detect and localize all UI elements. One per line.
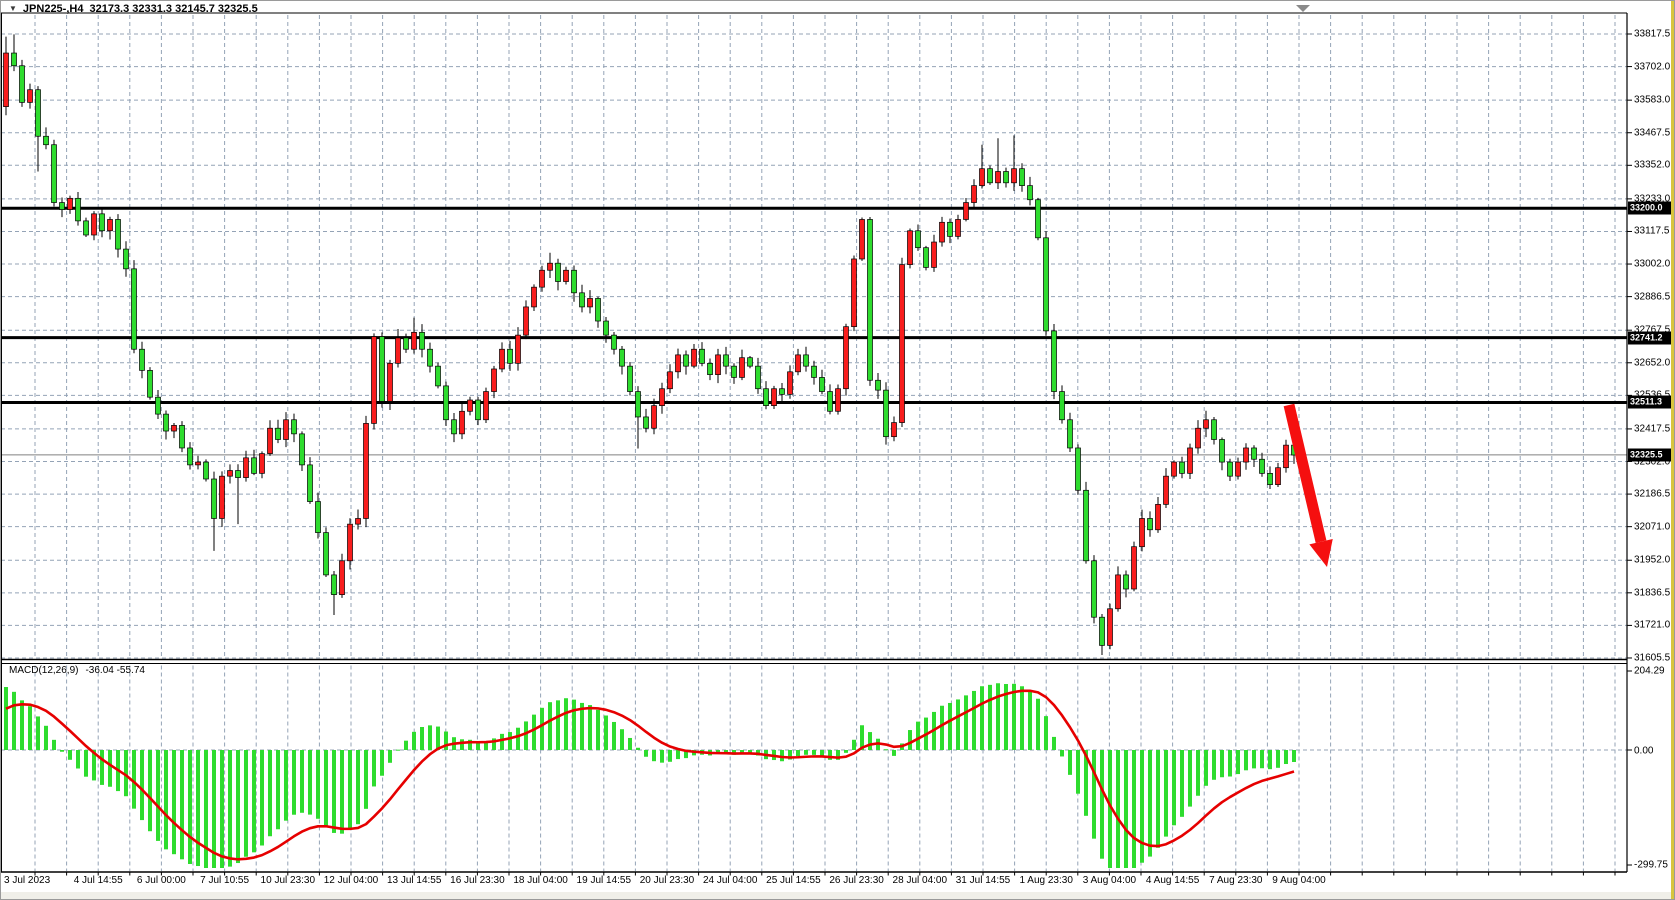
- window-accent-border: [1671, 1, 1674, 899]
- window-bottom-strip: [1, 892, 1674, 899]
- chart-shift-marker-icon[interactable]: [1296, 5, 1310, 12]
- trend-arrow-annotation[interactable]: [1283, 403, 1327, 543]
- price-axis-tick: 32186.5: [1634, 488, 1671, 500]
- chart-title: ▼ JPN225-,H4 32173.3 32331.3 32145.7 323…: [9, 1, 258, 16]
- price-axis-tick: 31952.0: [1634, 554, 1671, 566]
- price-axis-tick: 33352.0: [1634, 159, 1671, 171]
- price-axis-tick: 32652.0: [1634, 357, 1671, 369]
- time-axis-label: 1 Aug 23:30: [1019, 875, 1073, 886]
- trend-arrow-head: [1309, 538, 1333, 567]
- time-axis-label: 13 Jul 14:55: [386, 875, 442, 886]
- macd-values: -36.04 -55.74: [85, 665, 145, 676]
- hline-price-badge: 33200.0: [1628, 201, 1674, 215]
- hline-price-badge: 32741.2: [1628, 331, 1674, 345]
- time-axis-label: 20 Jul 23:30: [639, 875, 695, 886]
- time-axis-label: 25 Jul 14:55: [766, 875, 821, 886]
- macd-scale-zero: 0.00: [1634, 745, 1654, 757]
- price-axis-tick: 32302.0: [1634, 456, 1671, 467]
- price-axis-tick: 33702.0: [1634, 61, 1671, 73]
- price-axis-tick: 31721.0: [1634, 619, 1671, 631]
- time-axis-label: 24 Jul 04:00: [702, 875, 758, 886]
- price-axis-tick: 32071.0: [1634, 521, 1671, 533]
- time-axis-label: 7 Jul 10:55: [200, 875, 250, 886]
- price-axis-tick: 32886.5: [1634, 291, 1671, 303]
- price-axis-tick: 33817.5: [1634, 28, 1671, 40]
- time-axis-label: 16 Jul 23:30: [450, 875, 505, 886]
- macd-indicator-label: MACD(12,26,9) -36.04 -55.74: [9, 665, 145, 676]
- time-axis-label: 18 Jul 04:00: [513, 875, 568, 886]
- time-axis-label: 3 Aug 04:00: [1082, 875, 1137, 886]
- time-axis-label: 6 Jul 00:00: [136, 875, 186, 886]
- time-axis-label: 9 Aug 04:00: [1272, 875, 1326, 886]
- price-axis-tick: 33002.0: [1634, 258, 1671, 270]
- macd-scale-max: 204.29: [1634, 665, 1665, 677]
- time-axis-label: 4 Jul 14:55: [73, 875, 123, 886]
- time-axis-label: 3 Jul 2023: [4, 875, 51, 886]
- time-axis-label: 28 Jul 04:00: [892, 875, 948, 886]
- current-price-badge: 32325.5: [1628, 448, 1674, 462]
- price-axis-tick: 32536.5: [1634, 390, 1670, 401]
- price-axis-tick: 31605.5: [1634, 652, 1671, 664]
- time-axis-label: 4 Aug 14:55: [1145, 875, 1200, 886]
- price-axis-tick: 32417.5: [1634, 423, 1671, 435]
- price-axis-tick: 33583.0: [1634, 94, 1671, 106]
- price-axis-tick: 33233.0: [1634, 193, 1671, 205]
- time-axis-label: 10 Jul 23:30: [260, 875, 316, 886]
- price-axis-tick: 33467.5: [1634, 127, 1671, 139]
- symbol-timeframe-label: JPN225-,H4: [22, 2, 84, 15]
- price-axis-tick: 33117.5: [1634, 225, 1670, 237]
- ohlc-readout: 32173.3 32331.3 32145.7 32325.5: [89, 2, 258, 15]
- time-axis-label: 12 Jul 04:00: [323, 875, 379, 886]
- time-axis-label: 7 Aug 23:30: [1209, 875, 1263, 886]
- price-axis-tick: 31836.5: [1634, 587, 1671, 599]
- time-axis-label: 31 Jul 14:55: [955, 875, 1011, 886]
- macd-scale-min: -299.75: [1634, 859, 1668, 871]
- price-axis-tick: 32767.5: [1634, 325, 1670, 336]
- macd-name: MACD(12,26,9): [9, 665, 79, 676]
- hline-price-badge: 32511.3: [1628, 395, 1674, 409]
- time-axis-label: 26 Jul 23:30: [829, 875, 884, 886]
- symbol-dropdown-caret-icon[interactable]: ▼: [9, 3, 17, 13]
- time-axis-label: 19 Jul 14:55: [576, 875, 632, 886]
